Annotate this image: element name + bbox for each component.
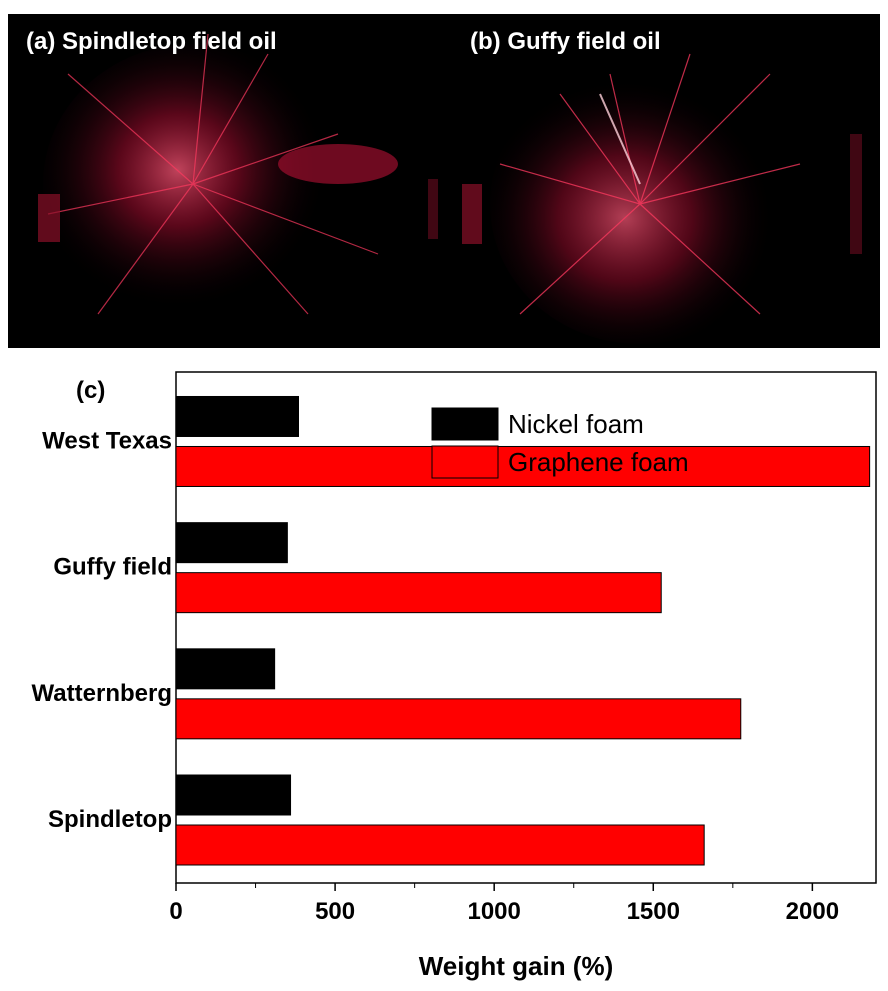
photo-guffy: (b) Guffy field oil: [440, 14, 880, 348]
y-tick-label: West Texas: [42, 427, 172, 454]
photo-spindletop: (a) Spindletop field oil: [8, 14, 440, 348]
photo-label-a: (a) Spindletop field oil: [26, 28, 277, 55]
bar-nickel-foam-watternberg: [175, 648, 276, 690]
bar-graphene-foam-guffy-field: [175, 572, 662, 614]
y-tick-label: Spindletop: [48, 806, 172, 833]
panel-label: (c): [76, 377, 105, 404]
glow-image-spindletop: [8, 14, 440, 348]
x-tick-label: 500: [315, 898, 355, 925]
x-tick-label: 0: [169, 898, 182, 925]
bar-graphene-foam-watternberg: [175, 698, 742, 740]
legend-label-graphene-foam: Graphene foam: [508, 447, 689, 477]
legend-swatch-nickel-foam: [431, 407, 499, 441]
bar-nickel-foam-spindletop: [175, 774, 292, 816]
x-tick-label: 1000: [467, 898, 520, 925]
x-tick-label: 1500: [627, 898, 680, 925]
bar-nickel-foam-west-texas: [175, 395, 299, 437]
photo-label-b: (b) Guffy field oil: [470, 28, 661, 55]
x-tick-label: 2000: [786, 898, 839, 925]
glow-image-guffy: [440, 14, 880, 348]
legend-swatch-graphene-foam: [431, 445, 499, 479]
y-tick-label: Watternberg: [32, 680, 172, 707]
bar-graphene-foam-spindletop: [175, 824, 705, 866]
plot-frame: [175, 371, 877, 884]
bar-graphene-foam-west-texas: [175, 445, 871, 487]
bar-chart-panel: (c) Spindletop Watternberg Guffy field West …: [0, 348, 888, 991]
bar-chart: (c) Spindletop Watternberg Guffy field West …: [32, 371, 877, 981]
x-axis-label: Weight gain (%): [419, 951, 614, 981]
bar-nickel-foam-guffy-field: [175, 522, 288, 564]
legend-label-nickel-foam: Nickel foam: [508, 409, 644, 439]
y-tick-label: Guffy field: [53, 554, 172, 581]
